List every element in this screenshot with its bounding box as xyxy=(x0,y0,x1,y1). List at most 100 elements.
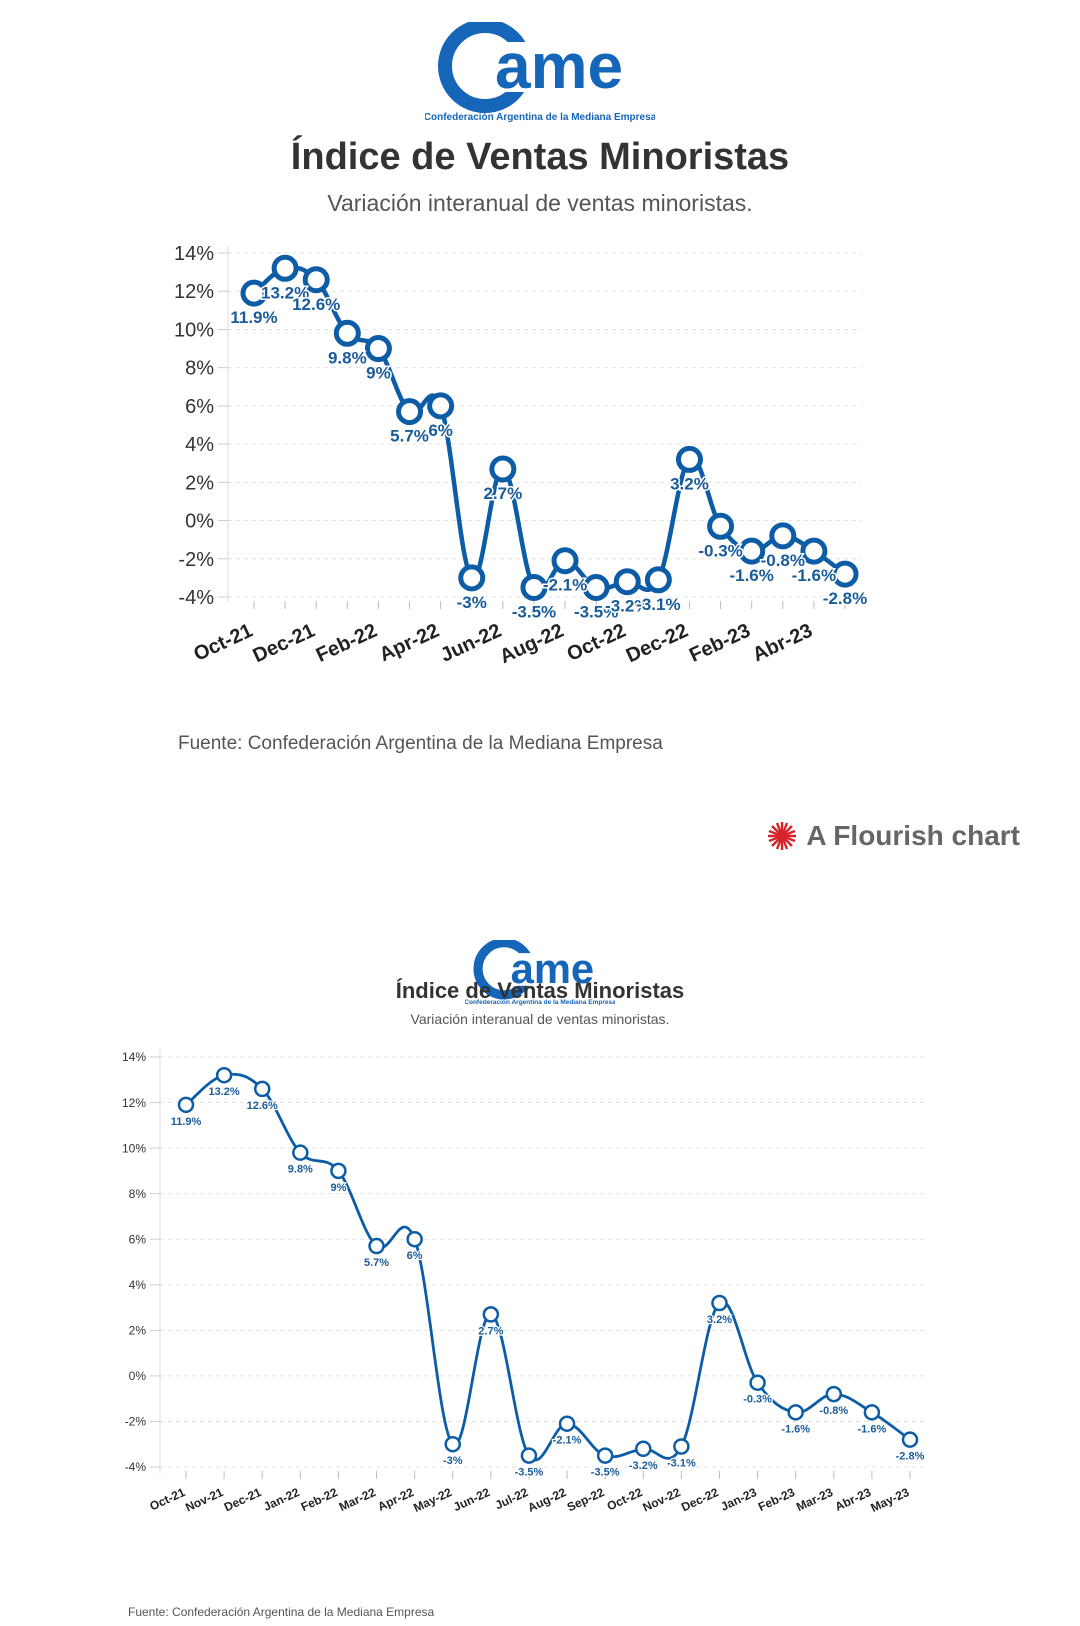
data-point[interactable] xyxy=(330,1162,347,1180)
data-point[interactable] xyxy=(558,1415,576,1432)
flourish-burst-icon xyxy=(768,822,797,850)
y-tick-label: -2% xyxy=(125,1415,147,1429)
x-tick-label: May-22 xyxy=(411,1485,454,1515)
data-point[interactable] xyxy=(489,455,517,483)
data-point[interactable] xyxy=(302,266,330,294)
x-tick-label: Abr-23 xyxy=(749,620,816,667)
x-tick-label: Apr-22 xyxy=(376,1485,417,1514)
data-label: -0.8% xyxy=(761,551,805,570)
data-point[interactable] xyxy=(333,319,361,347)
data-label: -0.3% xyxy=(743,1394,772,1406)
data-label: 9% xyxy=(366,364,391,383)
data-point[interactable] xyxy=(368,1237,385,1255)
y-tick-label: 8% xyxy=(185,358,214,380)
data-point[interactable] xyxy=(596,1447,614,1464)
data-point[interactable] xyxy=(675,445,703,473)
y-tick-label: 10% xyxy=(122,1141,146,1155)
data-point[interactable] xyxy=(444,1435,461,1453)
y-tick-label: 4% xyxy=(185,434,214,456)
data-point[interactable] xyxy=(825,1385,843,1403)
data-point[interactable] xyxy=(240,279,268,307)
logo-caption: Confederación Argentina de la Mediana Em… xyxy=(425,112,655,123)
data-label: -2.1% xyxy=(543,576,587,595)
data-label: -2.1% xyxy=(553,1435,582,1447)
data-point[interactable] xyxy=(901,1431,919,1448)
data-point[interactable] xyxy=(673,1438,690,1455)
data-label: -1.6% xyxy=(781,1423,810,1435)
data-point[interactable] xyxy=(427,392,455,420)
data-point[interactable] xyxy=(482,1306,500,1323)
data-point[interactable] xyxy=(800,537,828,565)
came-logo: ame Confederación Argentina de la Median… xyxy=(425,22,655,123)
data-point[interactable] xyxy=(458,564,486,592)
y-tick-label: 6% xyxy=(129,1232,147,1246)
data-label: 9% xyxy=(330,1182,346,1194)
x-tick-label: Mar-22 xyxy=(337,1485,378,1514)
data-label: 11.9% xyxy=(171,1116,202,1128)
data-label: -2.8% xyxy=(896,1451,925,1463)
x-tick-label: Jun-22 xyxy=(437,620,505,667)
data-label: 6% xyxy=(407,1250,423,1262)
x-tick-label: Jun-22 xyxy=(451,1485,492,1514)
data-label: 3.2% xyxy=(670,474,709,493)
y-tick-label: -2% xyxy=(178,549,214,571)
data-point[interactable] xyxy=(520,573,548,601)
data-label: 5.7% xyxy=(364,1257,389,1269)
data-label: -3.1% xyxy=(636,595,680,614)
x-tick-label: Feb-23 xyxy=(756,1485,797,1514)
data-label: -3.1% xyxy=(667,1458,696,1470)
data-label: -0.3% xyxy=(698,541,742,560)
data-point[interactable] xyxy=(292,1144,309,1161)
data-label: -2.8% xyxy=(823,589,867,608)
data-point[interactable] xyxy=(177,1096,195,1114)
y-tick-label: 6% xyxy=(185,396,214,418)
y-tick-label: -4% xyxy=(125,1460,147,1474)
data-point[interactable] xyxy=(769,522,797,550)
x-tick-label: Nov-22 xyxy=(640,1485,682,1515)
data-point[interactable] xyxy=(271,254,299,282)
x-tick-label: Jan-23 xyxy=(718,1485,759,1514)
y-tick-label: 8% xyxy=(129,1187,147,1201)
logo-wordmark: ame xyxy=(495,30,623,102)
data-point[interactable] xyxy=(396,398,424,426)
data-point[interactable] xyxy=(707,512,735,540)
data-point[interactable] xyxy=(364,335,392,363)
data-label: -3.5% xyxy=(515,1467,544,1479)
data-point[interactable] xyxy=(551,547,579,575)
data-point[interactable] xyxy=(738,537,766,565)
data-label: 2.7% xyxy=(478,1325,503,1337)
chart-title: Índice de Ventas Minoristas xyxy=(290,136,790,178)
x-tick-label: Jul-22 xyxy=(493,1485,531,1512)
data-point[interactable] xyxy=(863,1404,881,1421)
data-point[interactable] xyxy=(253,1080,271,1098)
data-point[interactable] xyxy=(613,568,641,596)
data-point[interactable] xyxy=(831,560,859,588)
data-label: -3.2% xyxy=(605,597,649,616)
data-point[interactable] xyxy=(644,566,672,594)
x-tick-label: Sep-22 xyxy=(565,1485,607,1514)
data-point[interactable] xyxy=(520,1447,538,1464)
x-tick-label: Apr-22 xyxy=(376,620,443,667)
data-label: 9.8% xyxy=(328,348,367,367)
x-tick-label: Abr-23 xyxy=(833,1485,874,1514)
data-point[interactable] xyxy=(406,1230,423,1248)
x-tick-label: Dec-21 xyxy=(250,620,319,668)
y-tick-label: 0% xyxy=(185,511,214,533)
line-chart-bottom: -4%-2%0%2%4%6%8%10%12%14%Oct-21Nov-21Dec… xyxy=(122,1049,926,1515)
x-tick-label: Nov-21 xyxy=(183,1485,225,1515)
data-point[interactable] xyxy=(749,1374,766,1391)
data-point[interactable] xyxy=(635,1440,652,1458)
y-tick-label: 2% xyxy=(129,1324,147,1338)
chart-source: Fuente: Confederación Argentina de la Me… xyxy=(128,1605,435,1619)
data-point[interactable] xyxy=(787,1404,804,1421)
data-label: -1.6% xyxy=(858,1423,887,1435)
data-point[interactable] xyxy=(582,573,610,601)
x-tick-label: Aug-22 xyxy=(496,620,567,669)
data-point[interactable] xyxy=(711,1294,728,1312)
data-point[interactable] xyxy=(215,1066,233,1084)
data-label: 6% xyxy=(428,421,453,440)
flourish-credit-link[interactable]: A Flourish chart xyxy=(766,820,1020,852)
x-tick-label: Feb-22 xyxy=(313,620,381,667)
x-tick-label: May-23 xyxy=(868,1485,911,1515)
x-tick-label: Jan-22 xyxy=(261,1485,302,1514)
